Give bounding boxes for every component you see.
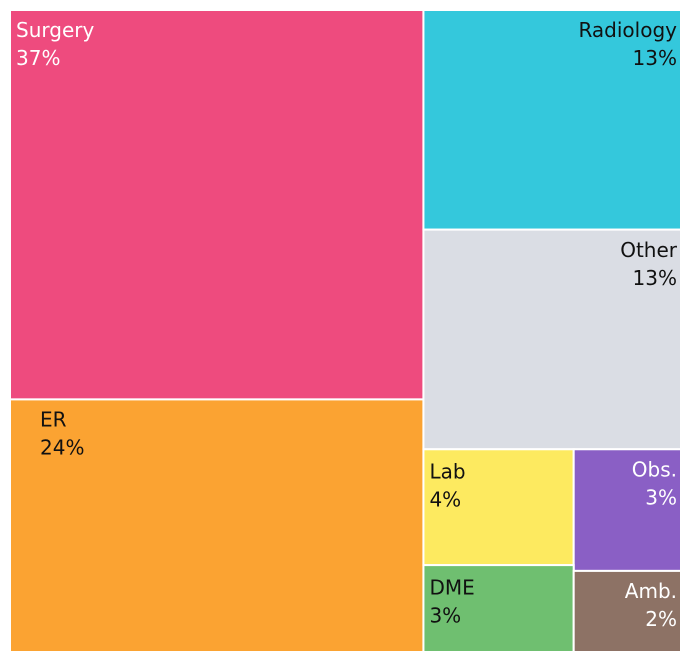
tile bbox=[422, 564, 575, 652]
tile-label: DME bbox=[429, 575, 474, 599]
tile-label: Other bbox=[620, 238, 678, 262]
tile-label: Surgery bbox=[16, 18, 94, 42]
tile-value: 3% bbox=[429, 603, 461, 627]
tile bbox=[422, 9, 681, 231]
tile-label: Lab bbox=[429, 459, 465, 483]
tile-label: Amb. bbox=[625, 579, 677, 603]
tile bbox=[9, 398, 425, 652]
tile-value: 37% bbox=[16, 46, 60, 70]
tile-label: ER bbox=[40, 408, 67, 432]
tile bbox=[9, 9, 425, 401]
tile-label: Radiology bbox=[578, 18, 677, 42]
tile-value: 3% bbox=[645, 485, 677, 509]
tile-value: 24% bbox=[40, 436, 84, 460]
tile bbox=[422, 228, 681, 451]
tile-value: 4% bbox=[429, 487, 461, 511]
tile bbox=[572, 448, 681, 572]
tile-value: 13% bbox=[633, 46, 677, 70]
tile-value: 13% bbox=[633, 266, 677, 290]
tile bbox=[572, 569, 681, 652]
tile-value: 2% bbox=[645, 607, 677, 631]
tile-label: Obs. bbox=[632, 457, 677, 481]
